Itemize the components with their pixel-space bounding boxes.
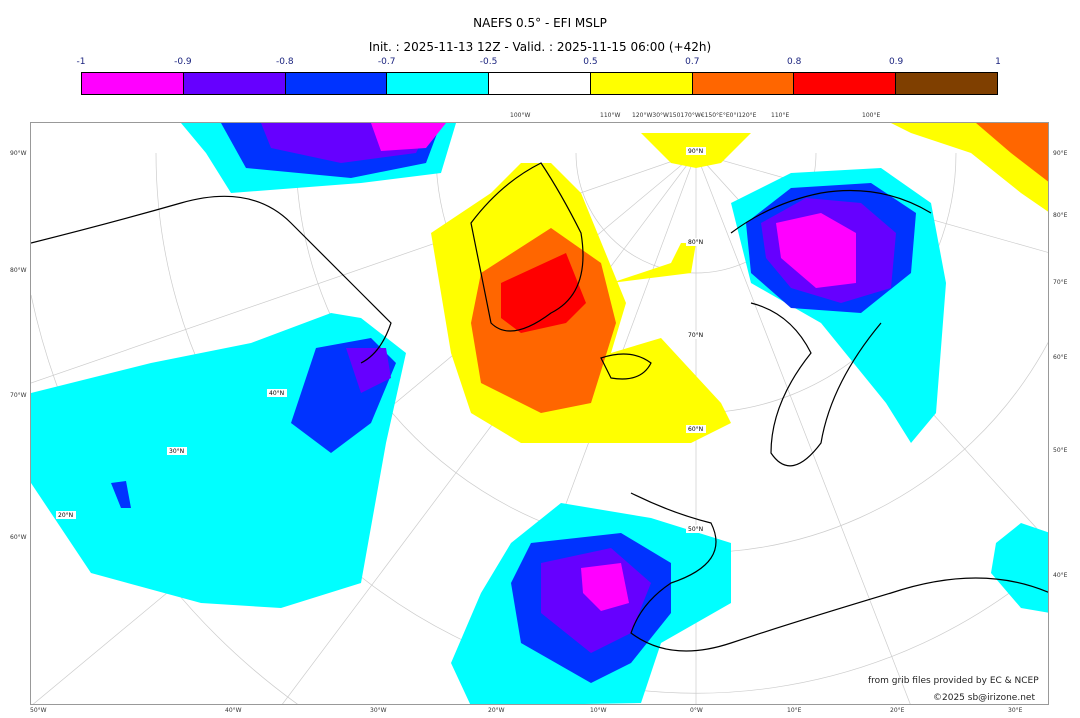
colorbar-label: 0.8 bbox=[787, 57, 802, 67]
axis-label: 20°E bbox=[890, 707, 905, 714]
efi-shading bbox=[31, 123, 1048, 704]
colorbar-segment bbox=[183, 73, 286, 94]
map-title: NAEFS 0.5° - EFI MSLP bbox=[473, 16, 607, 30]
axis-label: 90°E bbox=[1053, 150, 1068, 157]
colorbar bbox=[81, 72, 998, 95]
axis-label: 120°W30°W150170°W€150°E°E0°I120°E bbox=[632, 112, 757, 119]
colorbar-segment bbox=[489, 73, 591, 94]
lat-label-50n: 50°N bbox=[688, 526, 703, 533]
axis-label: 70°E bbox=[1053, 279, 1068, 286]
colorbar-segment bbox=[285, 73, 388, 94]
colorbar-label: 1 bbox=[995, 57, 1001, 67]
axis-label: 40°W bbox=[225, 707, 242, 714]
lat-label-80n: 80°N bbox=[688, 239, 703, 246]
lat-label-70n: 70°N bbox=[688, 332, 703, 339]
colorbar-label: -0.8 bbox=[275, 57, 294, 67]
axis-label: 90°W bbox=[10, 150, 27, 157]
colorbar-label: 0.5 bbox=[583, 57, 598, 67]
colorbar-label: -0.7 bbox=[377, 57, 396, 67]
axis-label: 0°W bbox=[690, 707, 703, 714]
axis-label: 80°W bbox=[10, 267, 27, 274]
colorbar-label: 0.7 bbox=[685, 57, 700, 67]
colorbar-segment bbox=[387, 73, 490, 94]
colorbar-label: -0.9 bbox=[174, 57, 192, 67]
axis-label: 100°W bbox=[510, 112, 531, 119]
axis-label: 40°E bbox=[1053, 572, 1068, 579]
copyright: ©2025 sb@irizone.net bbox=[933, 693, 1035, 703]
lat-label-40n: 40°N bbox=[269, 390, 284, 397]
lat-label-20n: 20°N bbox=[58, 512, 73, 519]
colorbar-segment bbox=[82, 73, 184, 94]
map-area: 90°N 80°N 70°N 60°N 50°N 40°N 30°N 20°N bbox=[30, 122, 1049, 705]
source-credit: from grib files provided by EC & NCEP bbox=[868, 676, 1039, 686]
lat-label-60n: 60°N bbox=[688, 426, 703, 433]
lat-labels: 90°N 80°N 70°N 60°N 50°N 40°N 30°N 20°N bbox=[56, 147, 706, 533]
efi-map: 90°N 80°N 70°N 60°N 50°N 40°N 30°N 20°N bbox=[31, 123, 1048, 704]
map-subtitle: Init. : 2025-11-13 12Z - Valid. : 2025-1… bbox=[368, 40, 712, 54]
colorbar-label: -1 bbox=[76, 57, 86, 67]
axis-label: 70°W bbox=[10, 392, 27, 399]
axis-label: 110°E bbox=[771, 112, 790, 119]
colorbar-label: 0.9 bbox=[888, 57, 904, 67]
axis-label: 30°E bbox=[1008, 707, 1023, 714]
colorbar-segment bbox=[794, 73, 897, 94]
axis-label: 50°E bbox=[1053, 447, 1068, 454]
axis-label: 60°E bbox=[1053, 354, 1068, 361]
coastlines bbox=[31, 162, 1048, 652]
axis-label: 50°W bbox=[30, 707, 47, 714]
colorbar-segment bbox=[896, 73, 998, 94]
axis-label: 110°W bbox=[600, 112, 621, 119]
colorbar-segment bbox=[590, 73, 693, 94]
lat-label-90n: 90°N bbox=[688, 148, 703, 155]
lat-label-30n: 30°N bbox=[169, 448, 184, 455]
colorbar-segment bbox=[692, 73, 795, 94]
axis-label: 60°W bbox=[10, 534, 27, 541]
axis-label: 80°E bbox=[1053, 212, 1068, 219]
axis-label: 30°W bbox=[370, 707, 387, 714]
axis-label: 10°W bbox=[590, 707, 607, 714]
colorbar-label: -0.5 bbox=[479, 57, 498, 67]
axis-label: 10°E bbox=[787, 707, 802, 714]
axis-label: 20°W bbox=[488, 707, 505, 714]
axis-label: 100°E bbox=[862, 112, 881, 119]
